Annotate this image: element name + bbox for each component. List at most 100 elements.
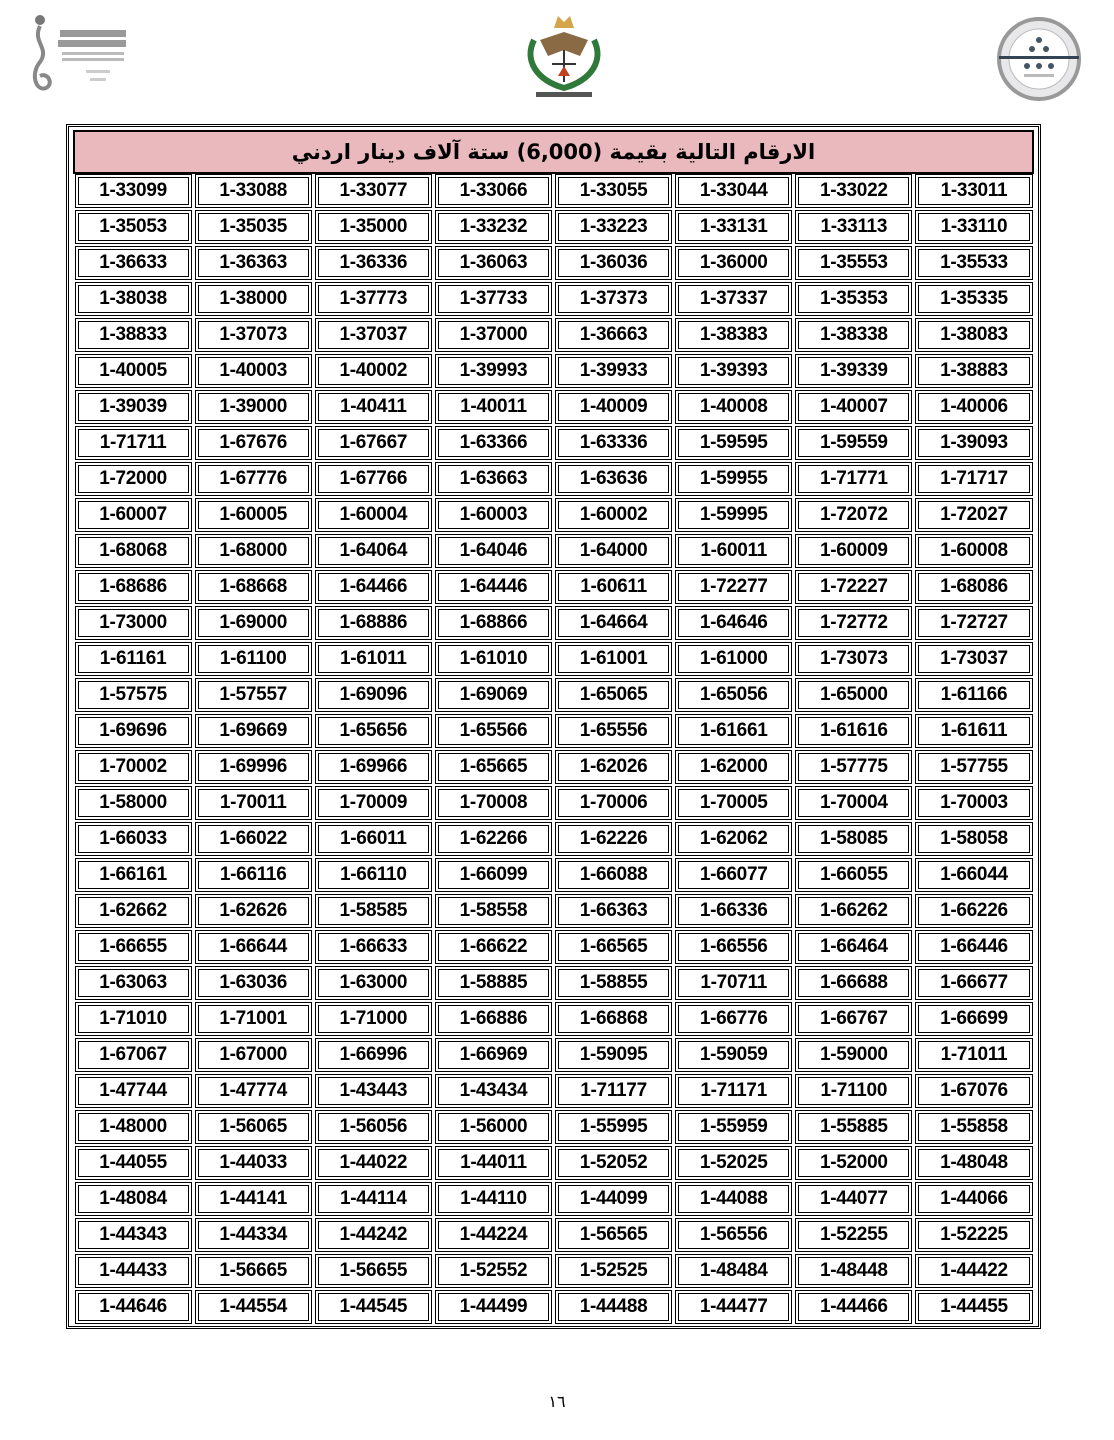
number-cell: 1-48084 <box>74 1182 192 1216</box>
number-cell: 1-56665 <box>194 1254 312 1288</box>
number-cell: 1-66110 <box>314 858 432 892</box>
number-cell: 1-35533 <box>915 246 1033 280</box>
number-cell: 1-44646 <box>74 1290 192 1324</box>
number-cell: 1-70008 <box>434 786 552 820</box>
number-cell: 1-72000 <box>74 462 192 496</box>
number-cell: 1-69669 <box>194 714 312 748</box>
number-cell: 1-65556 <box>555 714 673 748</box>
number-cell: 1-44466 <box>795 1290 913 1324</box>
number-cell: 1-64646 <box>675 606 793 640</box>
table-row: 1-63063 1-63036 1-63000 1-58885 1-58855 1-707… <box>73 965 1034 1001</box>
number-cell: 1-61000 <box>675 642 793 676</box>
number-cell: 1-61001 <box>555 642 673 676</box>
table-row: 1-66655 1-66644 1-66633 1-66622 1-66565 1-665… <box>73 929 1034 965</box>
number-cell: 1-44099 <box>555 1182 673 1216</box>
table-row: 1-38833 1-37073 1-37037 1-37000 1-36663 1-383… <box>73 317 1034 353</box>
number-cell: 1-48448 <box>795 1254 913 1288</box>
number-cell: 1-66556 <box>675 930 793 964</box>
number-cell: 1-72072 <box>795 498 913 532</box>
number-cell: 1-39339 <box>795 354 913 388</box>
number-cell: 1-63000 <box>314 966 432 1000</box>
number-cell: 1-71010 <box>74 1002 192 1036</box>
number-cell: 1-38383 <box>675 318 793 352</box>
number-cell: 1-59995 <box>675 498 793 532</box>
number-cell: 1-66226 <box>915 894 1033 928</box>
number-cell: 1-66699 <box>915 1002 1033 1036</box>
number-cell: 1-38833 <box>74 318 192 352</box>
number-cell: 1-66886 <box>434 1002 552 1036</box>
number-cell: 1-67676 <box>194 426 312 460</box>
table-row: 1-40005 1-40003 1-40002 1-39993 1-39933 1-393… <box>73 353 1034 389</box>
number-cell: 1-70006 <box>555 786 673 820</box>
table-title: الارقام التالية بقيمة (6,000) ستة آلاف د… <box>73 130 1034 174</box>
numbers-table: الارقام التالية بقيمة (6,000) ستة آلاف د… <box>66 124 1041 1329</box>
number-cell: 1-66336 <box>675 894 793 928</box>
number-cell: 1-69996 <box>194 750 312 784</box>
number-cell: 1-66446 <box>915 930 1033 964</box>
number-cell: 1-59059 <box>675 1038 793 1072</box>
number-cell: 1-40007 <box>795 390 913 424</box>
number-cell: 1-65065 <box>555 678 673 712</box>
number-cell: 1-71171 <box>675 1074 793 1108</box>
number-cell: 1-59595 <box>675 426 793 460</box>
number-cell: 1-44224 <box>434 1218 552 1252</box>
table-row: 1-38038 1-38000 1-37773 1-37733 1-37373 1-373… <box>73 281 1034 317</box>
number-cell: 1-65056 <box>675 678 793 712</box>
number-cell: 1-44343 <box>74 1218 192 1252</box>
number-cell: 1-43443 <box>314 1074 432 1108</box>
number-cell: 1-65656 <box>314 714 432 748</box>
number-cell: 1-47744 <box>74 1074 192 1108</box>
table-row: 1-68068 1-68000 1-64064 1-64046 1-64000 1-600… <box>73 533 1034 569</box>
number-cell: 1-66868 <box>555 1002 673 1036</box>
number-cell: 1-36663 <box>555 318 673 352</box>
number-cell: 1-36633 <box>74 246 192 280</box>
number-cell: 1-33044 <box>675 174 793 208</box>
table-row: 1-72000 1-67776 1-67766 1-63663 1-63636 1-599… <box>73 461 1034 497</box>
number-cell: 1-52000 <box>795 1146 913 1180</box>
number-cell: 1-57575 <box>74 678 192 712</box>
table-row: 1-44055 1-44033 1-44022 1-44011 1-52052 1-520… <box>73 1145 1034 1181</box>
number-cell: 1-44455 <box>915 1290 1033 1324</box>
number-cell: 1-59559 <box>795 426 913 460</box>
number-cell: 1-44242 <box>314 1218 432 1252</box>
number-cell: 1-33055 <box>555 174 673 208</box>
number-cell: 1-33066 <box>434 174 552 208</box>
table-row: 1-71711 1-67676 1-67667 1-63366 1-63336 1-595… <box>73 425 1034 461</box>
page-number: ١٦ <box>548 1392 566 1411</box>
table-row: 1-48000 1-56065 1-56056 1-56000 1-55995 1-559… <box>73 1109 1034 1145</box>
number-cell: 1-71001 <box>194 1002 312 1036</box>
number-cell: 1-66767 <box>795 1002 913 1036</box>
number-cell: 1-64466 <box>314 570 432 604</box>
number-cell: 1-35553 <box>795 246 913 280</box>
number-cell: 1-68000 <box>194 534 312 568</box>
number-cell: 1-56655 <box>314 1254 432 1288</box>
number-cell: 1-64064 <box>314 534 432 568</box>
number-cell: 1-44114 <box>314 1182 432 1216</box>
number-cell: 1-33011 <box>915 174 1033 208</box>
number-cell: 1-43434 <box>434 1074 552 1108</box>
number-cell: 1-66644 <box>194 930 312 964</box>
number-cell: 1-58058 <box>915 822 1033 856</box>
number-cell: 1-60009 <box>795 534 913 568</box>
number-cell: 1-60611 <box>555 570 673 604</box>
number-cell: 1-66363 <box>555 894 673 928</box>
number-cell: 1-64000 <box>555 534 673 568</box>
number-cell: 1-44554 <box>194 1290 312 1324</box>
number-cell: 1-33022 <box>795 174 913 208</box>
table-row: 1-73000 1-69000 1-68886 1-68866 1-64664 1-646… <box>73 605 1034 641</box>
number-cell: 1-37733 <box>434 282 552 316</box>
number-cell: 1-66044 <box>915 858 1033 892</box>
number-cell: 1-67667 <box>314 426 432 460</box>
number-cell: 1-66633 <box>314 930 432 964</box>
number-cell: 1-38038 <box>74 282 192 316</box>
number-cell: 1-40411 <box>314 390 432 424</box>
number-cell: 1-44033 <box>194 1146 312 1180</box>
number-cell: 1-67766 <box>314 462 432 496</box>
number-cell: 1-68068 <box>74 534 192 568</box>
number-cell: 1-72727 <box>915 606 1033 640</box>
number-cell: 1-60008 <box>915 534 1033 568</box>
number-cell: 1-57557 <box>194 678 312 712</box>
number-cell: 1-48484 <box>675 1254 793 1288</box>
number-cell: 1-66262 <box>795 894 913 928</box>
number-cell: 1-66565 <box>555 930 673 964</box>
